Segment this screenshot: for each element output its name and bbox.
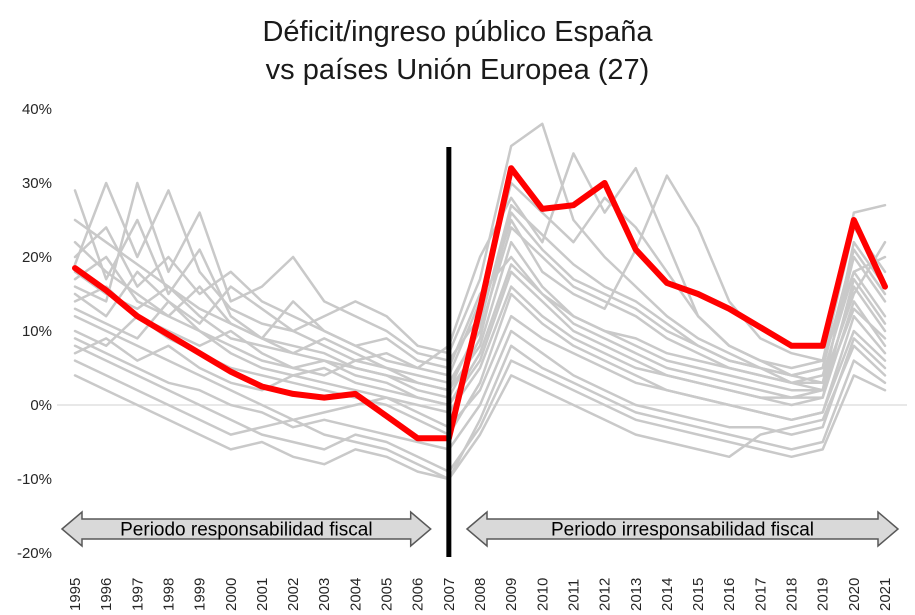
eu-country-line <box>73 344 887 481</box>
x-axis-year-label: 2007 <box>441 578 458 611</box>
x-axis-year-label: 2001 <box>254 578 271 611</box>
x-axis-year-label: 2006 <box>410 578 427 611</box>
x-axis-year-label: 2015 <box>690 578 707 611</box>
y-axis-tick-label: 0% <box>30 397 52 414</box>
eu-country-line <box>73 263 887 407</box>
x-axis-year-label: 2009 <box>503 578 520 611</box>
eu-country-line <box>73 122 887 385</box>
x-axis-year-label: 2012 <box>597 578 614 611</box>
x-axis-year-label: 1999 <box>192 578 209 611</box>
x-axis-year-label: 2018 <box>784 578 801 611</box>
eu-country-line <box>73 203 887 392</box>
chart-title-line1: Déficit/ingreso público España <box>262 16 653 48</box>
x-axis-year-label: 2005 <box>379 578 396 611</box>
y-axis-tick-label: 10% <box>22 323 52 340</box>
x-axis-year-label: 2013 <box>628 578 645 611</box>
x-axis-year-label: 2003 <box>316 578 333 611</box>
x-axis-year-label: 2020 <box>846 578 863 611</box>
x-axis-year-label: 2017 <box>752 578 769 611</box>
x-axis-year-label: 2021 <box>877 578 894 611</box>
eu-country-line <box>73 240 887 392</box>
y-axis-tick-label: -10% <box>17 471 52 488</box>
spain-highlight-line <box>72 165 888 442</box>
x-axis-year-label: 2016 <box>721 578 738 611</box>
y-axis-tick-label: -20% <box>17 545 52 562</box>
x-axis-year-label: 2011 <box>565 579 582 611</box>
eu-country-line <box>73 329 887 451</box>
x-axis-year-label: 2004 <box>347 578 364 611</box>
eu-country-line <box>73 226 887 385</box>
chart-title-line2: vs países Unión Europea (27) <box>265 53 650 86</box>
period-arrow <box>60 510 432 548</box>
chart-title: Déficit/ingreso público España vs países… <box>0 14 915 89</box>
y-axis-tick-label: 20% <box>22 249 52 266</box>
eu-country-line <box>73 285 887 414</box>
eu-country-line <box>73 344 887 473</box>
x-axis-year-label: 1997 <box>129 578 146 611</box>
period-arrow-label: Periodo responsabilidad fiscal <box>120 520 372 541</box>
y-axis-tick-label: 30% <box>22 175 52 192</box>
y-axis-tick-label: 40% <box>22 101 52 118</box>
x-axis-year-label: 2002 <box>285 578 302 611</box>
eu-country-line <box>73 344 887 481</box>
x-axis-year-label: 2008 <box>472 578 489 611</box>
x-axis-year-label: 1996 <box>98 578 115 611</box>
x-axis-year-label: 2014 <box>659 578 676 611</box>
x-axis-year-label: 2010 <box>534 578 551 611</box>
x-axis-year-label: 2019 <box>815 578 832 611</box>
period-arrow <box>465 510 900 548</box>
period-arrow-label: Periodo irresponsabilidad fiscal <box>551 520 814 541</box>
x-axis-year-label: 2000 <box>223 578 240 611</box>
x-axis-year-label: 1995 <box>67 578 84 611</box>
x-axis-year-label: 1998 <box>160 578 177 611</box>
